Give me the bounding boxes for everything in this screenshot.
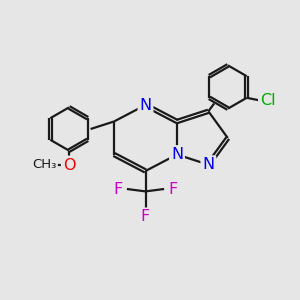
Text: F: F [113, 182, 122, 196]
Text: O: O [63, 158, 75, 172]
Text: F: F [169, 182, 178, 196]
Text: Cl: Cl [260, 93, 275, 108]
Text: N: N [171, 147, 183, 162]
Text: F: F [141, 209, 150, 224]
Text: CH₃: CH₃ [32, 158, 56, 172]
Text: N: N [202, 157, 214, 172]
Text: N: N [140, 98, 152, 112]
